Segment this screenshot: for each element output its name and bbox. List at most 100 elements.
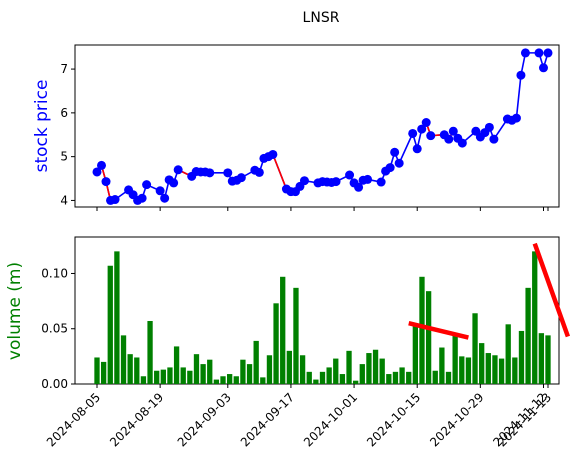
price-point (363, 174, 373, 184)
price-y-tick-label: 6 (60, 106, 68, 120)
volume-panel: 0.000.050.10 2024-08-05 2024-08-19 2024-09… (5, 236, 571, 449)
volume-bar (167, 367, 173, 384)
volume-bar (273, 303, 279, 384)
price-y-tick-label: 7 (60, 62, 68, 76)
volume-highlight-line (408, 321, 469, 340)
volume-bar (445, 371, 452, 384)
volume-bar (173, 346, 180, 384)
volume-bar (498, 358, 505, 384)
price-points (92, 48, 553, 205)
price-y-label: stock price (32, 80, 52, 173)
volume-bar (386, 374, 392, 384)
price-point (254, 167, 264, 177)
volume-bar (333, 358, 339, 384)
volume-bar (366, 353, 372, 384)
volume-x-tick-label: 2024-08-05 (44, 390, 103, 449)
volume-highlight-lines (408, 242, 571, 340)
price-point (489, 134, 499, 144)
price-point (511, 113, 521, 123)
volume-bar (319, 371, 326, 384)
price-point (421, 117, 431, 127)
price-point (345, 170, 355, 180)
volume-y-ticks: 0.00 0.05 0.10 (41, 266, 75, 391)
volume-y-tick-label: 0.10 (41, 266, 68, 280)
volume-bar (479, 343, 485, 384)
price-point (236, 173, 246, 183)
volume-bar (220, 376, 226, 384)
volume-bar (465, 357, 472, 384)
price-point (169, 178, 179, 188)
volume-bar (246, 364, 253, 384)
volume-bar (346, 350, 352, 384)
price-point (408, 128, 418, 138)
volume-bar (379, 358, 385, 384)
volume-bar (492, 355, 498, 384)
volume-bar (226, 374, 233, 384)
price-point (390, 147, 400, 157)
price-point (376, 177, 386, 187)
price-point (160, 193, 170, 203)
price-point (538, 63, 548, 73)
volume-bar (306, 371, 312, 384)
volume-bar (200, 364, 206, 384)
volume-bar (505, 324, 511, 384)
volume-bar (253, 340, 259, 384)
volume-bar (114, 251, 120, 384)
volume-bar (439, 347, 445, 384)
volume-bar (260, 377, 266, 384)
price-panel: 4 5 6 7 stock price (32, 44, 560, 211)
price-point (484, 122, 494, 132)
volume-bar (399, 367, 405, 384)
price-point (205, 168, 215, 178)
price-point (417, 124, 427, 134)
volume-bar (213, 379, 220, 384)
price-y-ticks: 4 5 6 7 (60, 62, 75, 207)
price-point (142, 180, 152, 190)
volume-bar (532, 251, 538, 384)
price-point (534, 48, 544, 58)
volume-bar (525, 287, 531, 384)
price-y-tick-label: 4 (60, 193, 68, 207)
volume-bar (233, 376, 239, 384)
price-x-ticks (96, 207, 549, 211)
volume-bar (134, 357, 140, 384)
price-point (173, 165, 183, 175)
volume-x-tick-label: 2024-09-17 (238, 390, 297, 449)
price-point (385, 163, 395, 173)
volume-bar (299, 355, 306, 384)
volume-bar (266, 355, 273, 384)
volume-bar (107, 265, 113, 384)
volume-bar (518, 330, 525, 384)
volume-bar (313, 379, 319, 384)
price-axes-frame (74, 44, 560, 208)
price-point (110, 195, 120, 205)
price-point (426, 131, 436, 141)
volume-x-ticks: 2024-08-05 2024-08-19 2024-09-03 2024-09-17… (44, 384, 554, 449)
volume-bar (372, 349, 379, 384)
price-point (331, 177, 341, 187)
volume-bar (459, 356, 465, 384)
volume-bar (353, 380, 359, 384)
volume-y-label: volume (m) (5, 262, 25, 360)
price-point (412, 144, 422, 154)
volume-bar (154, 370, 160, 384)
price-point (97, 160, 107, 170)
volume-bar (293, 287, 299, 384)
volume-bar (359, 364, 365, 384)
price-point (101, 177, 111, 187)
price-point (155, 186, 165, 196)
price-point (137, 193, 147, 203)
volume-y-tick-label: 0.00 (41, 377, 68, 391)
price-point (394, 158, 404, 168)
price-point (268, 149, 278, 159)
price-point (520, 48, 530, 58)
volume-bar (512, 357, 518, 384)
price-y-tick-label: 5 (60, 150, 68, 164)
volume-x-tick-label: 2024-10-01 (301, 390, 360, 449)
price-point (354, 182, 364, 192)
volume-bar (485, 353, 491, 384)
chart-title: LNSR (303, 10, 340, 26)
volume-bar (326, 367, 332, 384)
volume-bar (180, 367, 186, 384)
volume-bar (412, 323, 419, 384)
